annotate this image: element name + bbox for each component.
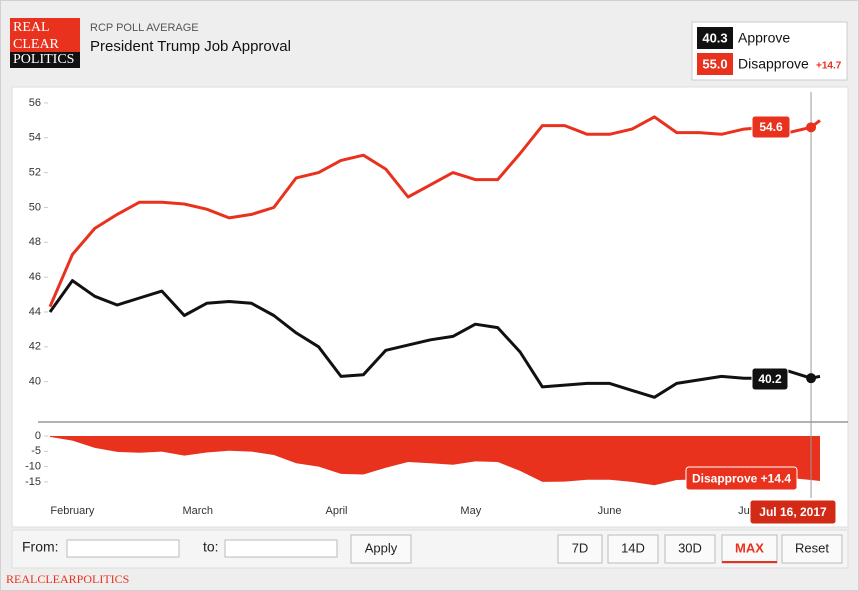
y-tick-label: -15	[25, 476, 41, 488]
logo-red	[10, 18, 80, 52]
tooltip-disapprove-box	[751, 115, 791, 139]
legend-value: 55.0	[702, 56, 727, 71]
kicker: RCP POLL AVERAGE	[90, 22, 199, 34]
legend-swatch	[697, 27, 733, 49]
range-active	[722, 561, 777, 563]
range-button[interactable]	[557, 534, 603, 564]
y-tick-label: 0	[35, 430, 41, 442]
x-tick-label: Ju	[738, 505, 750, 517]
y-tick-label: 56	[29, 97, 41, 109]
legend-value: 40.3	[702, 30, 727, 45]
tooltip-spread: Disapprove +14.4	[692, 472, 791, 486]
y-tick-label: 40	[29, 376, 41, 388]
x-tick-label: May	[460, 505, 481, 517]
legend-label: Approve	[738, 30, 790, 46]
to-input[interactable]	[224, 539, 338, 558]
tooltip-approve: 40.2	[758, 372, 782, 386]
apply-label: Apply	[365, 540, 398, 555]
from-label: From:	[22, 539, 59, 555]
range-label: MAX	[735, 540, 764, 555]
x-tick-label: February	[50, 505, 95, 517]
title: President Trump Job Approval	[90, 38, 291, 55]
x-tick-label: April	[326, 505, 348, 517]
y-tick-label: 54	[29, 132, 41, 144]
tooltip-date-box	[749, 499, 837, 525]
y-tick-label: -10	[25, 460, 41, 472]
tooltip-date: Jul 16, 2017	[759, 505, 827, 519]
to-label: to:	[203, 539, 219, 555]
y-tick-label: -5	[31, 445, 41, 457]
tooltip-approve-box	[751, 367, 789, 391]
x-tick-label: June	[598, 505, 622, 517]
y-tick-label: 44	[29, 306, 41, 318]
range-button[interactable]	[721, 534, 778, 564]
legend-spread: +14.7	[816, 61, 842, 72]
range-button[interactable]	[664, 534, 716, 564]
y-tick-label: 42	[29, 341, 41, 353]
range-button[interactable]	[607, 534, 659, 564]
range-label: 7D	[572, 540, 589, 555]
range-label: 30D	[678, 540, 702, 555]
legend-swatch	[697, 53, 733, 75]
tooltip-disapprove: 54.6	[759, 120, 783, 134]
cursor-dot	[806, 373, 817, 384]
cursor-dot	[806, 122, 817, 133]
x-tick-label: March	[182, 505, 213, 517]
y-tick-label: 48	[29, 236, 41, 248]
from-input[interactable]	[66, 539, 180, 558]
logo-text: POLITICS	[13, 52, 74, 67]
line	[48, 115, 821, 308]
y-tick-label: 52	[29, 167, 41, 179]
legend-label: Disapprove	[738, 56, 809, 72]
range-button[interactable]	[781, 534, 843, 564]
logo-text: CLEAR	[13, 37, 60, 52]
range-label: Reset	[795, 540, 829, 555]
line	[48, 279, 821, 399]
logo-text: REAL	[13, 20, 50, 35]
area	[50, 435, 820, 486]
y-tick-label: 46	[29, 271, 41, 283]
footer: REALCLEARPOLITICS	[6, 572, 129, 586]
apply-button[interactable]	[350, 534, 412, 564]
y-tick-label: 50	[29, 201, 41, 213]
tooltip-spread-box	[685, 466, 798, 491]
range-label: 14D	[621, 540, 645, 555]
